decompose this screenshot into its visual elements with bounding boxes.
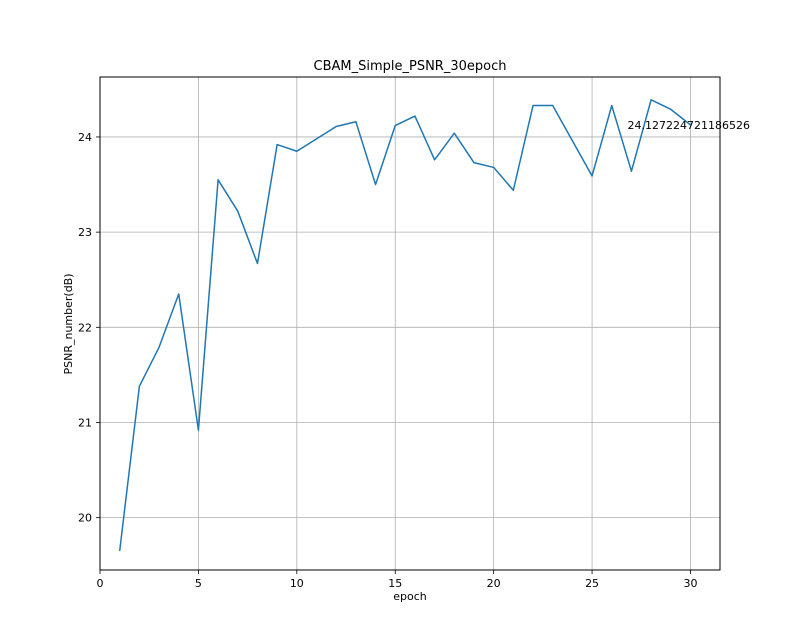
x-axis-label: epoch (393, 590, 427, 603)
y-tick-label: 24 (78, 131, 92, 144)
series-layer (118, 99, 691, 552)
y-tick-label: 22 (78, 321, 92, 334)
y-tick-label: 23 (78, 226, 92, 239)
grid-lines (99, 77, 720, 570)
plot-frame (99, 76, 721, 571)
axis-ticks: 0 5 10 15 20 25 30 20 21 22 23 24 (78, 131, 697, 590)
chart-title: CBAM_Simple_PSNR_30epoch (314, 59, 507, 74)
x-tick-label: 30 (683, 577, 697, 590)
x-tick-label: 25 (585, 577, 599, 590)
last-value-annotation: 24.127224721186526 (627, 119, 749, 132)
annotation-layer: 24.127224721186526 (627, 119, 749, 132)
y-tick-label: 20 (78, 512, 92, 525)
x-tick-label: 0 (97, 577, 104, 590)
psnr-series-line (118, 99, 691, 552)
x-tick-label: 15 (388, 577, 402, 590)
y-axis-label: PSNR_number(dB) (62, 273, 75, 374)
x-tick-label: 10 (290, 577, 304, 590)
x-tick-label: 20 (487, 577, 501, 590)
y-tick-label: 21 (78, 416, 92, 429)
x-tick-label: 5 (195, 577, 202, 590)
